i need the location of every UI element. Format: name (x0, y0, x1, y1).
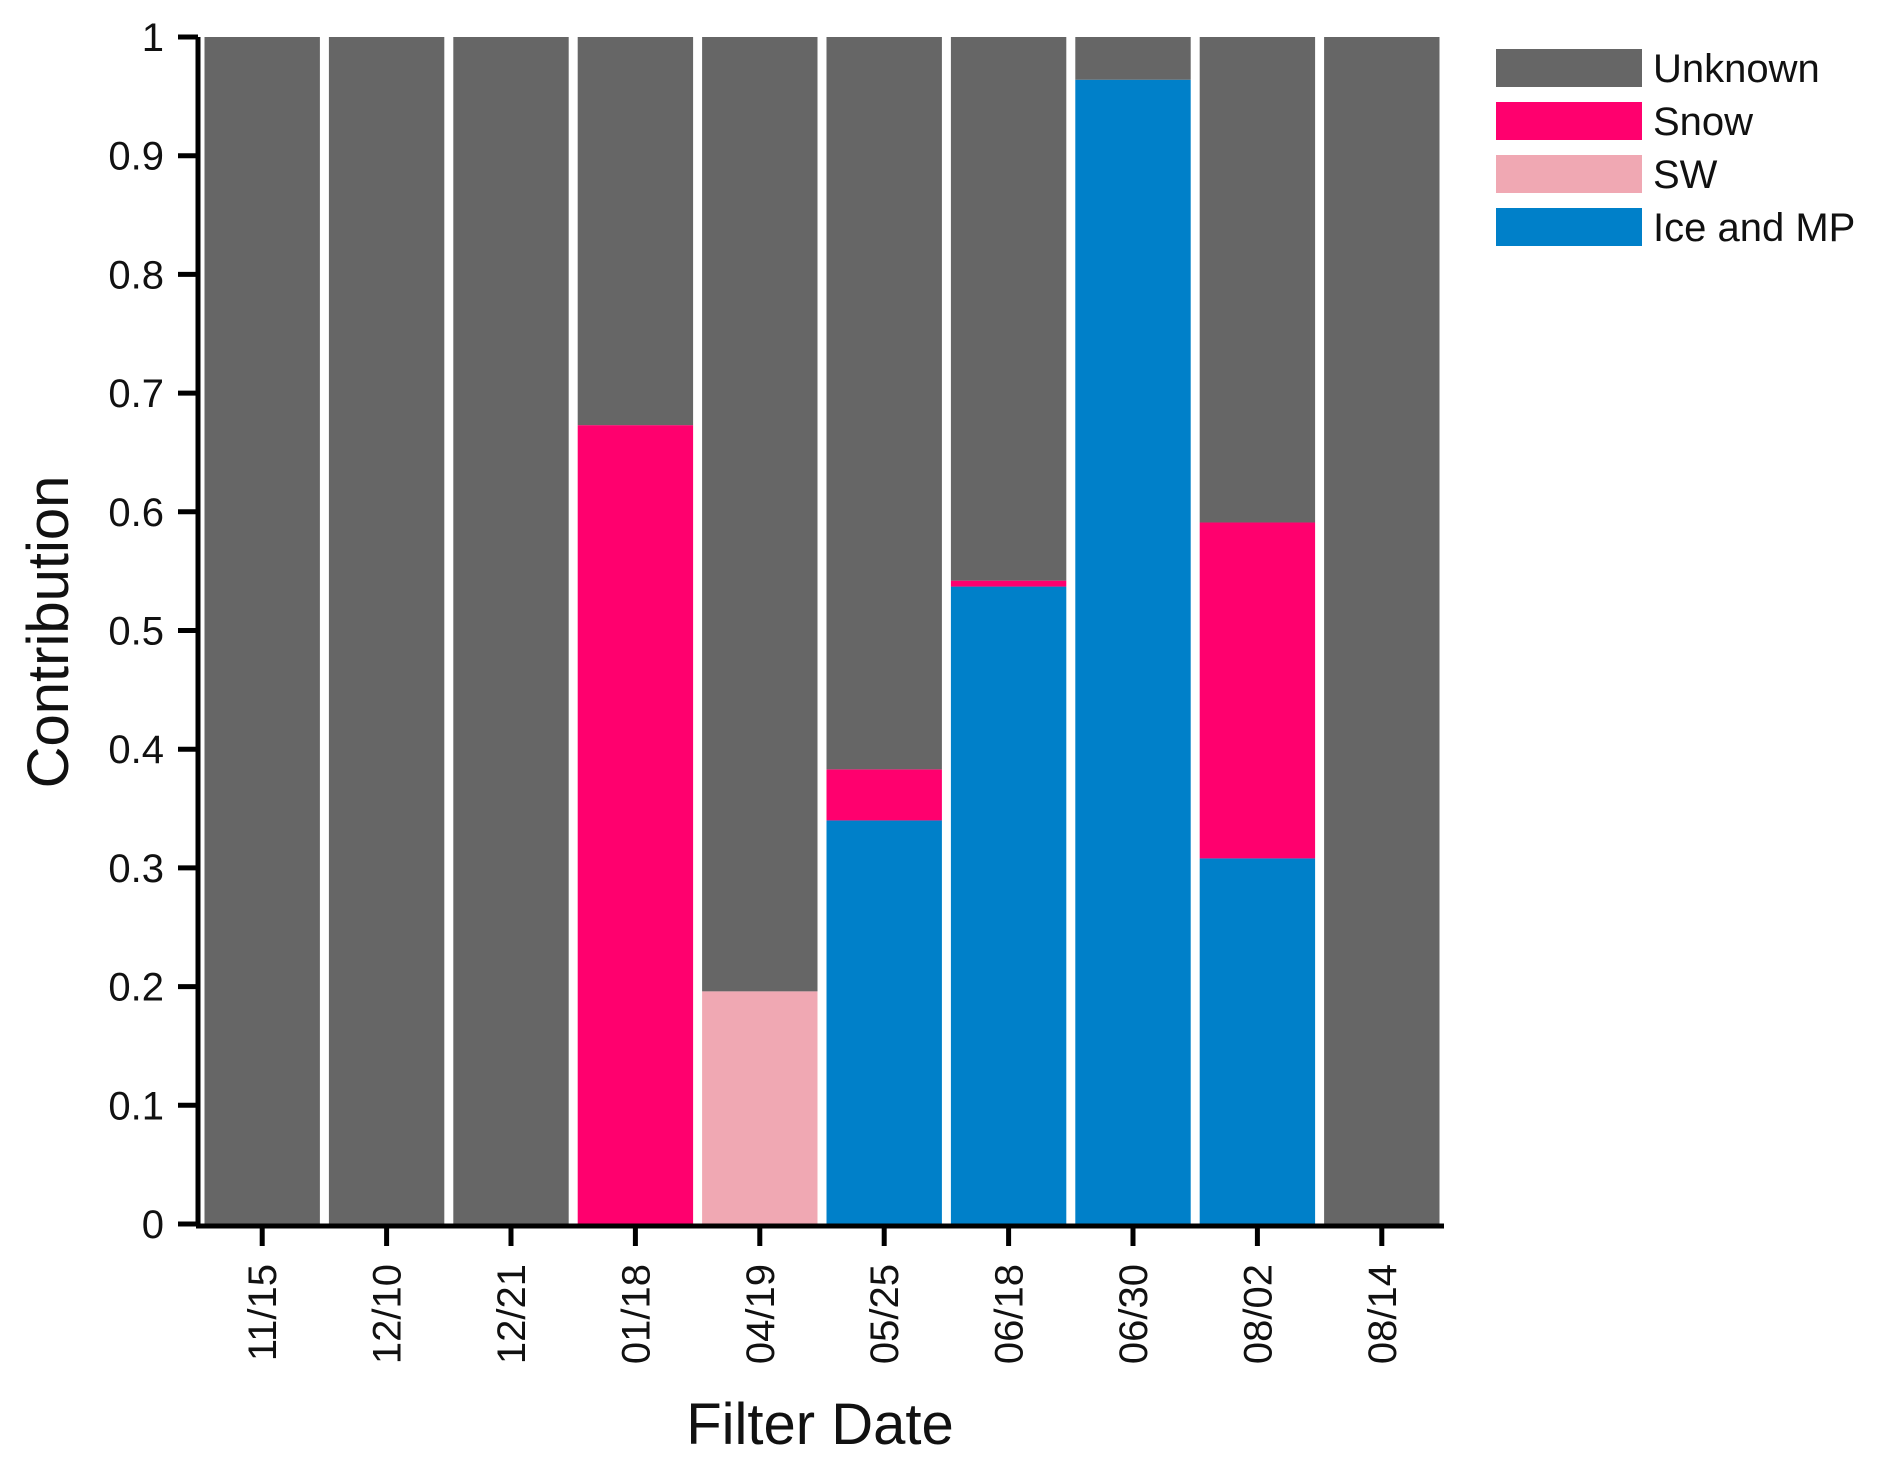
legend-label: Snow (1653, 100, 1753, 144)
legend-swatch-sw (1496, 155, 1642, 193)
x-tick-label: 05/25 (863, 1264, 907, 1364)
y-tick-label: 0.1 (108, 1084, 164, 1128)
x-tick-label: 06/18 (988, 1264, 1032, 1364)
legend-label: Unknown (1653, 47, 1820, 91)
x-tick-label: 11/15 (241, 1264, 285, 1361)
y-tick-label: 0.7 (108, 372, 164, 416)
x-tick-label: 08/14 (1361, 1264, 1405, 1364)
y-tick-label: 0 (142, 1203, 164, 1247)
y-tick-label: 0.8 (108, 253, 164, 297)
x-tick-label: 12/21 (490, 1264, 534, 1364)
bar-segment-unknown-4 (702, 37, 818, 992)
y-ticks: 0 0.1 0.2 0.3 0.4 0.5 0.6 0.7 0.8 0.9 1 (108, 16, 198, 1247)
y-tick-label: 1 (142, 16, 164, 60)
legend-label: SW (1653, 153, 1718, 197)
y-tick-label: 0.6 (108, 491, 164, 535)
x-tick-label: 01/18 (614, 1264, 658, 1364)
legend-swatch-ice-and-mp (1496, 208, 1642, 246)
legend-label: Ice and MP (1653, 206, 1855, 250)
bar-segment-unknown-0 (204, 37, 320, 1224)
bar-segment-unknown-8 (1199, 37, 1316, 523)
bar-segment-unknown-7 (1075, 37, 1191, 80)
bar-segment-unknown-5 (826, 37, 942, 770)
bar-segment-unknown-1 (328, 37, 445, 1224)
bar-segment-snow-6 (950, 580, 1067, 587)
bar-segment-unknown-2 (453, 37, 569, 1224)
x-tick-label: 12/10 (366, 1264, 410, 1364)
legend-swatch-unknown (1496, 49, 1642, 87)
y-axis-label: Contribution (16, 476, 81, 789)
y-tick-label: 0.2 (108, 966, 164, 1010)
y-tick-label: 0.3 (108, 847, 164, 891)
bar-segment-unknown-6 (950, 37, 1067, 581)
y-tick-label: 0.9 (108, 135, 164, 179)
bar-segment-ice-and-mp-5 (826, 820, 942, 1224)
bar-segment-snow-5 (826, 769, 942, 821)
x-tick-label: 04/19 (739, 1264, 783, 1364)
x-tick-label: 06/30 (1112, 1264, 1156, 1364)
x-tick-label: 08/02 (1236, 1264, 1280, 1364)
legend-swatch-snow (1496, 102, 1642, 140)
x-ticks: 11/15 12/10 12/21 01/18 04/19 05/25 06/18 06/30… (241, 1226, 1405, 1364)
bar-segment-unknown-9 (1324, 37, 1440, 1224)
bar-segment-ice-and-mp-7 (1075, 79, 1191, 1224)
bar-segment-unknown-3 (577, 37, 694, 426)
bar-segment-sw-4 (702, 991, 818, 1224)
bar-segment-snow-3 (577, 425, 694, 1224)
x-axis-label: Filter Date (686, 1392, 954, 1457)
bar-segment-snow-8 (1199, 522, 1316, 859)
bar-segment-ice-and-mp-6 (950, 586, 1067, 1224)
bar-segment-ice-and-mp-8 (1199, 858, 1316, 1224)
bars-layer (204, 37, 1440, 1224)
legend: Unknown Snow SW Ice and MP (1496, 47, 1855, 250)
y-tick-label: 0.4 (108, 728, 164, 772)
y-tick-label: 0.5 (108, 610, 164, 654)
